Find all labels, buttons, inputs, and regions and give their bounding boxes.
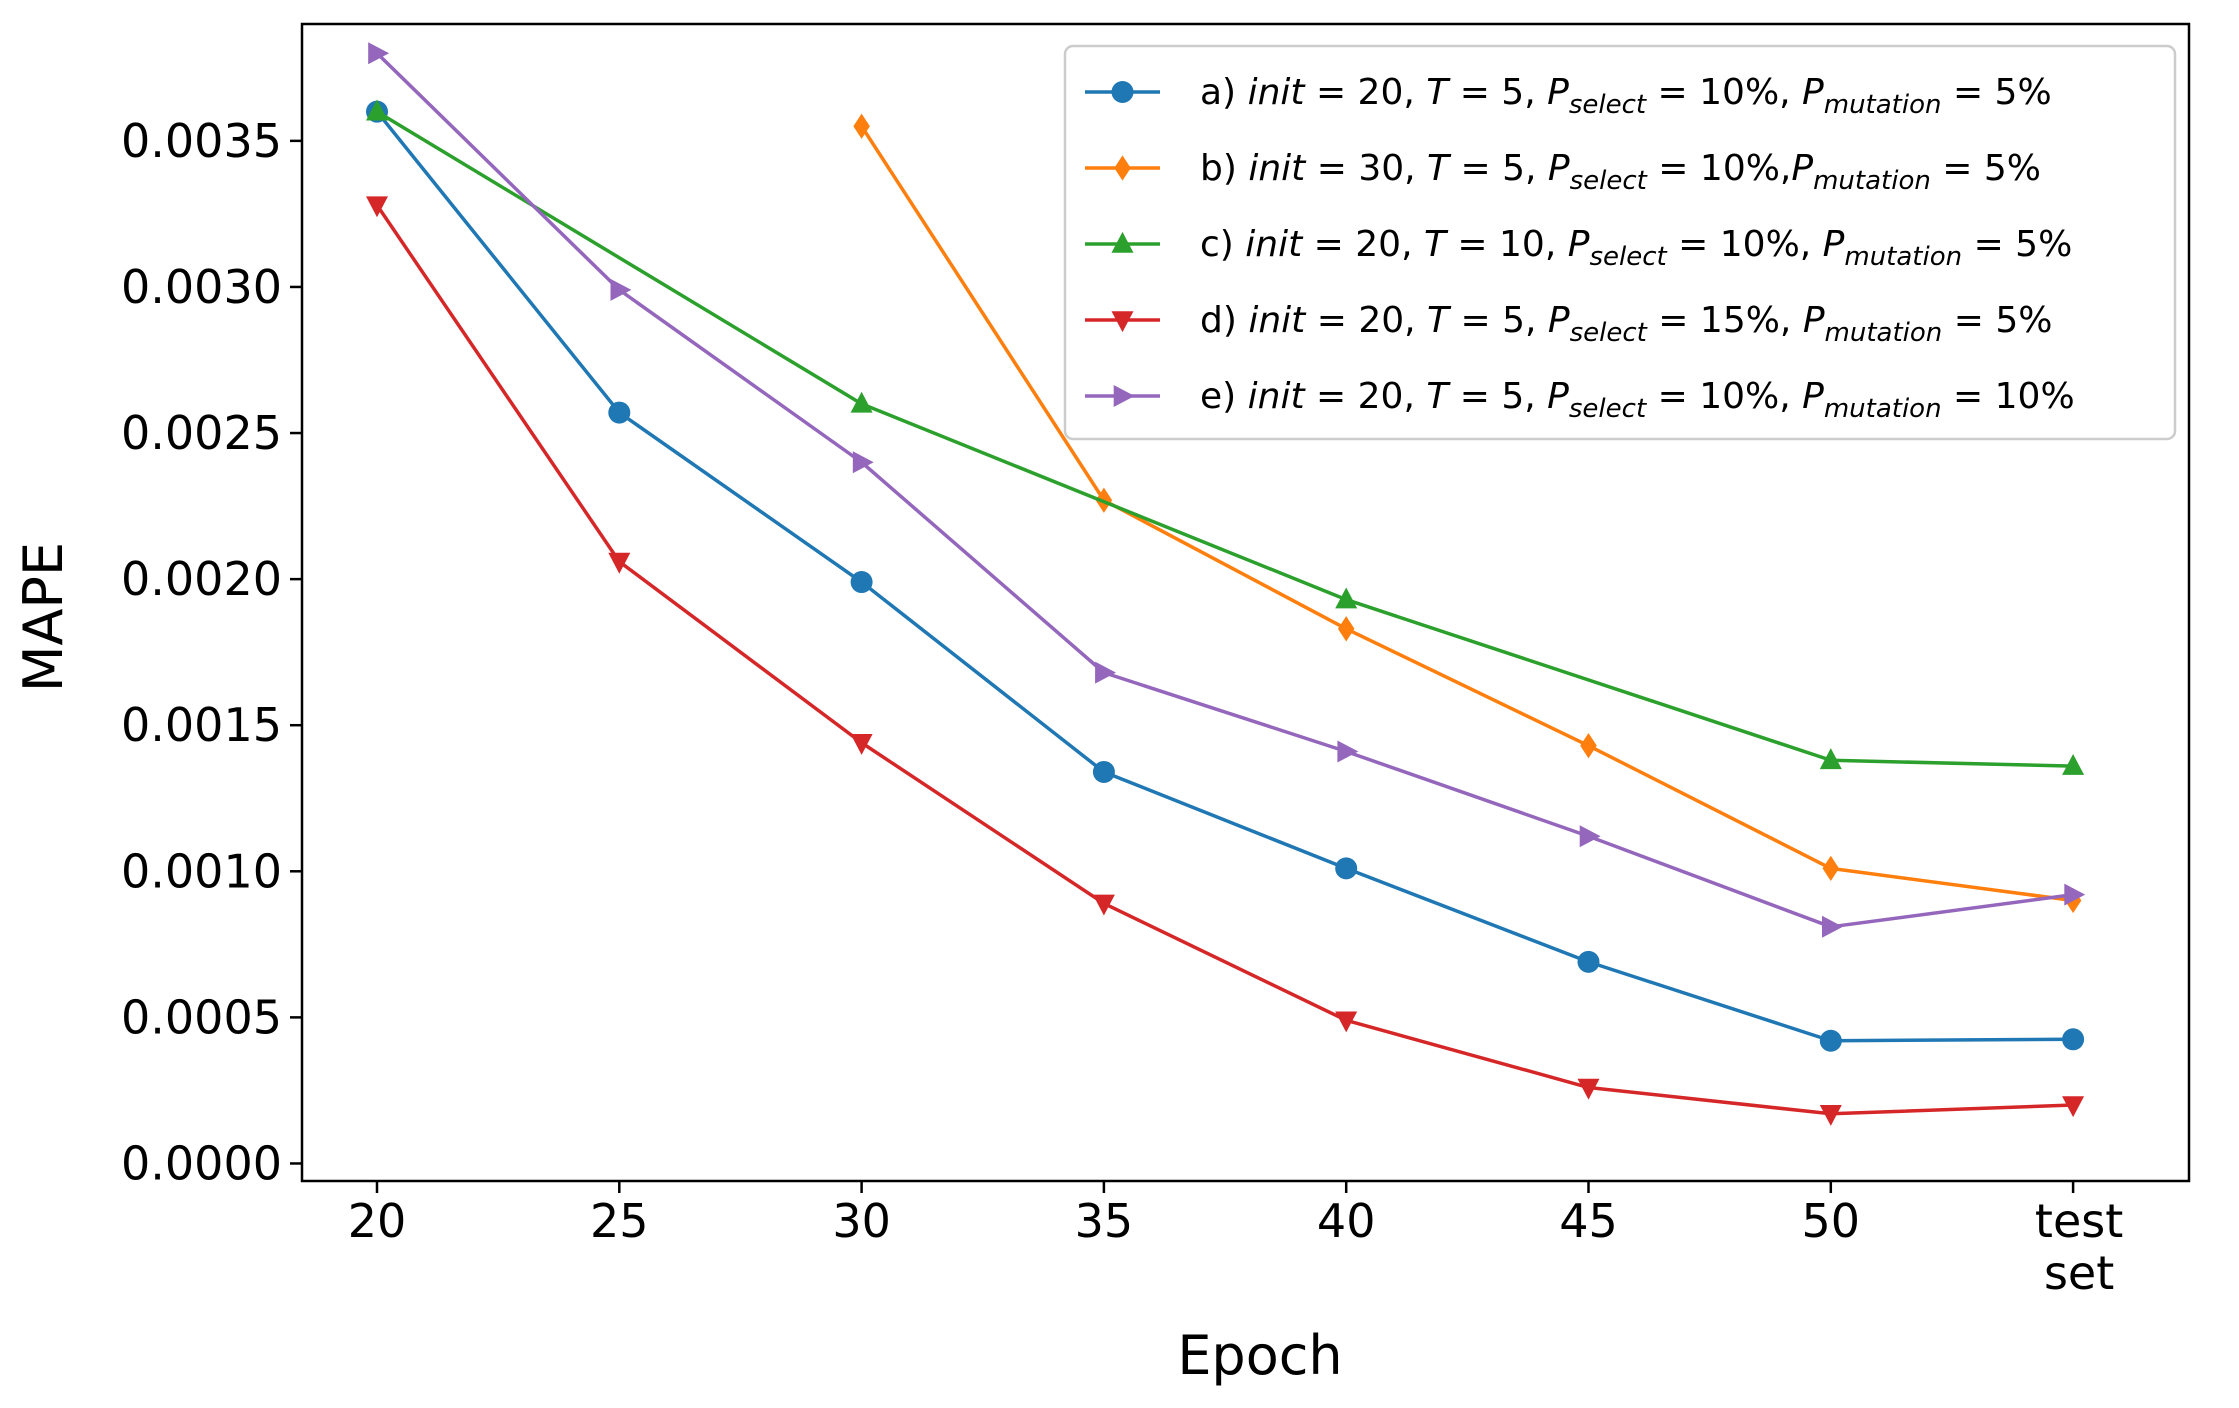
data-point	[1819, 1105, 1842, 1126]
legend-label: d) init = 20, T = 5, Pselect = 15%, Pmut…	[1200, 300, 2052, 348]
data-point	[850, 571, 873, 594]
y-tick-label: 0.0020	[121, 552, 282, 606]
data-point	[1092, 760, 1115, 783]
x-tick-label: 35	[1075, 1194, 1134, 1248]
series-layer	[366, 42, 2086, 1126]
data-point	[853, 113, 870, 139]
data-point	[2062, 1096, 2085, 1118]
data-point	[608, 401, 631, 424]
data-point	[1335, 857, 1358, 880]
y-tick-label: 0.0010	[121, 844, 282, 898]
data-point	[1337, 740, 1359, 763]
data-point	[1577, 1078, 1600, 1100]
x-tick-label: 20	[348, 1194, 407, 1248]
legend-entry-a: a) init = 20, T = 5, Pselect = 10%, Pmut…	[1085, 72, 2052, 120]
data-point	[610, 278, 632, 301]
legend-entry-e: e) init = 20, T = 5, Pselect = 10%, Pmut…	[1085, 376, 2075, 424]
legend-label: a) init = 20, T = 5, Pselect = 10%, Pmut…	[1200, 72, 2052, 120]
x-tick-label: 45	[1559, 1194, 1618, 1248]
x-tick-label: 50	[1802, 1194, 1861, 1248]
legend-entry-b: b) init = 30, T = 5, Pselect = 10%,Pmuta…	[1085, 148, 2041, 196]
data-point	[1579, 825, 1601, 848]
legend-swatch-marker	[1113, 385, 1135, 407]
legend-swatch-marker	[1111, 311, 1134, 333]
y-tick-label: 0.0015	[121, 698, 282, 752]
data-point	[368, 42, 390, 65]
legend-swatch-marker	[1111, 81, 1134, 103]
data-point	[366, 99, 388, 121]
legend-entries: a) init = 20, T = 5, Pselect = 10%, Pmut…	[1085, 72, 2075, 424]
data-point	[1822, 855, 1840, 882]
x-tick-label: set	[2044, 1246, 2114, 1300]
legend-label: e) init = 20, T = 5, Pselect = 10%, Pmut…	[1200, 376, 2075, 424]
y-axis: 0.0000 0.0005 0.0010 0.0015 0.0020 0.0025 0.00…	[121, 114, 302, 1190]
data-point	[1092, 894, 1115, 916]
legend-entry-c: c) init = 20, T = 10, Pselect = 10%, Pmu…	[1085, 224, 2072, 272]
data-point	[1335, 1011, 1358, 1033]
y-tick-label: 0.0000	[121, 1136, 282, 1190]
data-point	[1577, 950, 1600, 973]
x-axis-title: Epoch	[1177, 1324, 1342, 1387]
legend-swatch-marker	[1114, 155, 1131, 181]
x-tick-label: 40	[1317, 1194, 1376, 1248]
legend-label: c) init = 20, T = 10, Pselect = 10%, Pmu…	[1200, 224, 2072, 272]
data-point	[1337, 616, 1355, 642]
series-e	[368, 42, 2086, 938]
data-point	[2064, 883, 2086, 906]
y-axis-title: MAPE	[12, 542, 75, 692]
series-line	[375, 110, 2074, 1043]
legend-entry-d: d) init = 20, T = 5, Pselect = 15%, Pmut…	[1085, 300, 2052, 348]
series-line	[375, 204, 2074, 1116]
data-point	[2062, 754, 2085, 775]
y-tick-label: 0.0005	[121, 990, 282, 1044]
data-point	[1819, 1029, 1842, 1052]
data-point	[608, 552, 631, 574]
data-point	[1822, 915, 1843, 938]
legend: a) init = 20, T = 5, Pselect = 10%, Pmut…	[1063, 44, 2177, 441]
y-tick-label: 0.0030	[121, 260, 282, 314]
data-point	[852, 451, 874, 474]
series-line	[860, 125, 2074, 903]
legend-swatch-marker	[1111, 231, 1134, 253]
data-point	[1335, 587, 1358, 609]
data-point	[1580, 733, 1597, 759]
plot-area-border	[300, 22, 2191, 1183]
series-line	[375, 51, 2074, 929]
data-point	[1095, 661, 1116, 684]
data-point	[850, 391, 873, 413]
series-d	[366, 196, 2085, 1126]
legend-label: b) init = 30, T = 5, Pselect = 10%,Pmuta…	[1200, 148, 2041, 196]
data-point	[366, 196, 388, 218]
data-point	[2062, 1028, 2085, 1051]
data-point	[1819, 748, 1842, 770]
x-tick-label: test	[2035, 1194, 2123, 1248]
data-point	[850, 733, 873, 755]
plot-frame	[300, 22, 2191, 1183]
x-tick-label: 25	[590, 1194, 649, 1248]
y-tick-label: 0.0035	[121, 114, 282, 168]
x-tick-label: 30	[832, 1194, 891, 1248]
y-tick-label: 0.0025	[121, 406, 282, 460]
legend-box	[1063, 44, 2177, 441]
series-c	[366, 99, 2085, 775]
